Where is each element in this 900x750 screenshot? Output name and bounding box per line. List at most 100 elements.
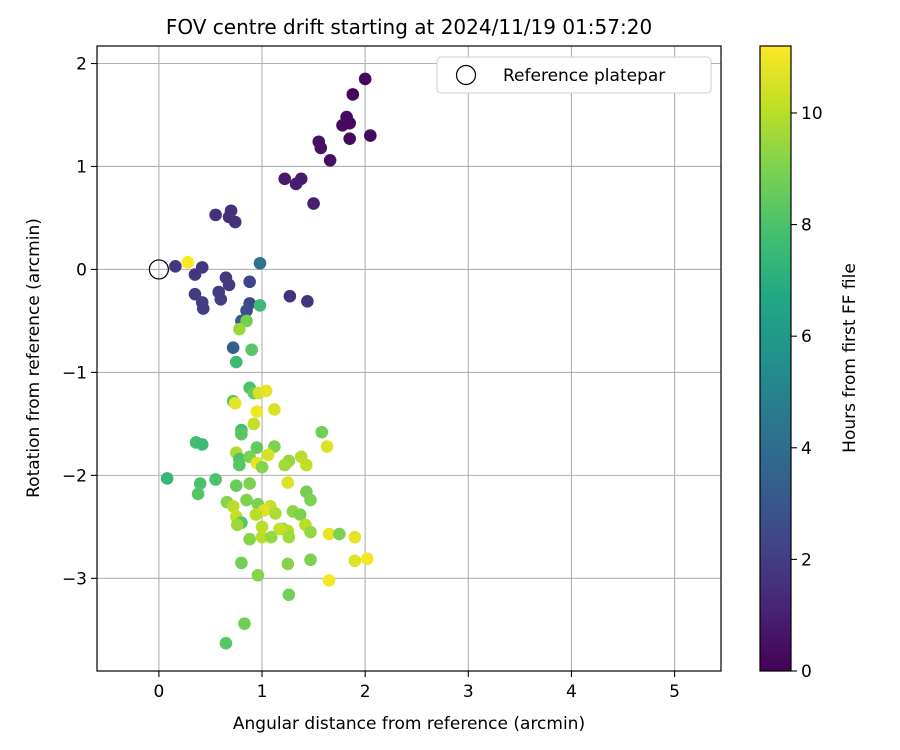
grid-lines xyxy=(97,46,721,671)
data-point xyxy=(214,292,228,306)
data-point xyxy=(181,255,195,269)
y-tick-label: −1 xyxy=(62,363,87,383)
legend-label: Reference platepar xyxy=(503,66,665,86)
x-tick-label: 0 xyxy=(153,682,164,702)
data-point xyxy=(360,552,374,566)
y-tick-label: 0 xyxy=(76,260,87,280)
data-point xyxy=(251,568,265,582)
data-point xyxy=(283,289,297,303)
data-point xyxy=(255,530,269,544)
data-point xyxy=(315,425,329,439)
data-point xyxy=(304,553,317,567)
data-point xyxy=(322,574,336,587)
data-point xyxy=(282,530,296,544)
data-point xyxy=(304,493,317,507)
data-point xyxy=(268,403,281,416)
colorbar-tick-label: 0 xyxy=(801,662,812,682)
data-point xyxy=(300,458,313,472)
colorbar-tick-label: 2 xyxy=(801,550,812,570)
data-point xyxy=(293,508,307,521)
data-point xyxy=(336,118,349,132)
data-point xyxy=(269,507,282,520)
colorbar-tick-label: 10 xyxy=(801,104,823,124)
data-point xyxy=(304,525,317,539)
data-point xyxy=(240,314,253,328)
data-point xyxy=(245,343,259,357)
data-point xyxy=(235,556,248,570)
data-point xyxy=(289,177,303,191)
reference-platepar-marker xyxy=(148,259,169,280)
y-tick-label: −3 xyxy=(62,569,87,589)
data-point xyxy=(255,460,269,474)
data-point xyxy=(240,493,253,507)
data-point xyxy=(229,355,243,369)
data-point xyxy=(281,476,295,489)
data-point xyxy=(265,530,278,544)
data-point xyxy=(343,132,356,145)
data-point xyxy=(233,322,246,336)
plot-frame xyxy=(96,45,722,672)
data-point xyxy=(243,275,256,289)
data-point xyxy=(261,448,275,462)
data-point xyxy=(320,440,334,453)
data-points xyxy=(160,72,377,650)
data-point xyxy=(240,304,253,317)
data-point xyxy=(233,458,246,472)
reference-marker-group xyxy=(148,259,169,280)
legend-marker-icon xyxy=(455,64,477,86)
colorbar-label: Hours from first FF file xyxy=(840,263,860,453)
x-tick-label: 5 xyxy=(669,682,680,702)
legend-box xyxy=(436,56,712,94)
data-point xyxy=(250,405,264,418)
data-point xyxy=(314,141,328,155)
data-point xyxy=(193,477,207,490)
data-point xyxy=(253,256,267,270)
data-point xyxy=(226,341,240,354)
data-point xyxy=(235,427,248,441)
y-tick-label: 1 xyxy=(76,157,87,177)
data-point xyxy=(323,153,337,167)
data-point xyxy=(196,302,210,315)
y-axis-label: Rotation from reference (arcmin) xyxy=(24,218,44,498)
data-point xyxy=(358,72,372,86)
data-point xyxy=(322,527,336,541)
colorbar-tick-label: 4 xyxy=(801,439,812,459)
data-point xyxy=(273,522,286,536)
data-point xyxy=(188,287,202,301)
y-tick-label: 2 xyxy=(76,55,87,75)
data-point xyxy=(209,473,222,486)
x-tick-label: 4 xyxy=(566,682,577,702)
data-point xyxy=(301,295,314,308)
x-tick-label: 1 xyxy=(257,682,268,702)
data-point xyxy=(278,458,292,472)
data-point xyxy=(229,479,243,492)
chart-title: FOV centre drift starting at 2024/11/19 … xyxy=(166,15,652,39)
data-point xyxy=(228,215,242,229)
data-point xyxy=(195,438,209,451)
colorbar-ticks: 0 2 4 6 8 10 xyxy=(791,104,823,682)
data-point xyxy=(307,197,320,210)
data-point xyxy=(238,617,251,630)
data-point xyxy=(243,477,256,490)
data-point xyxy=(169,260,182,273)
data-point xyxy=(160,472,174,485)
data-point xyxy=(219,636,233,650)
data-point xyxy=(348,530,362,544)
x-tick-label: 2 xyxy=(360,682,371,702)
colorbar-gradient xyxy=(760,46,791,671)
data-point xyxy=(243,532,256,546)
colorbar-tick-label: 8 xyxy=(801,216,812,236)
data-point xyxy=(226,499,240,513)
data-point xyxy=(222,278,236,292)
colorbar-frame xyxy=(759,45,792,672)
data-point xyxy=(209,208,222,222)
y-axis-ticks: −3 −2 −1 0 1 2 xyxy=(62,55,97,589)
x-axis-label: Angular distance from reference (arcmin) xyxy=(233,714,585,734)
data-point xyxy=(228,396,242,410)
data-point xyxy=(247,417,261,431)
data-point xyxy=(249,508,263,521)
data-point xyxy=(253,299,267,312)
data-point xyxy=(282,588,296,602)
data-point xyxy=(281,557,295,571)
